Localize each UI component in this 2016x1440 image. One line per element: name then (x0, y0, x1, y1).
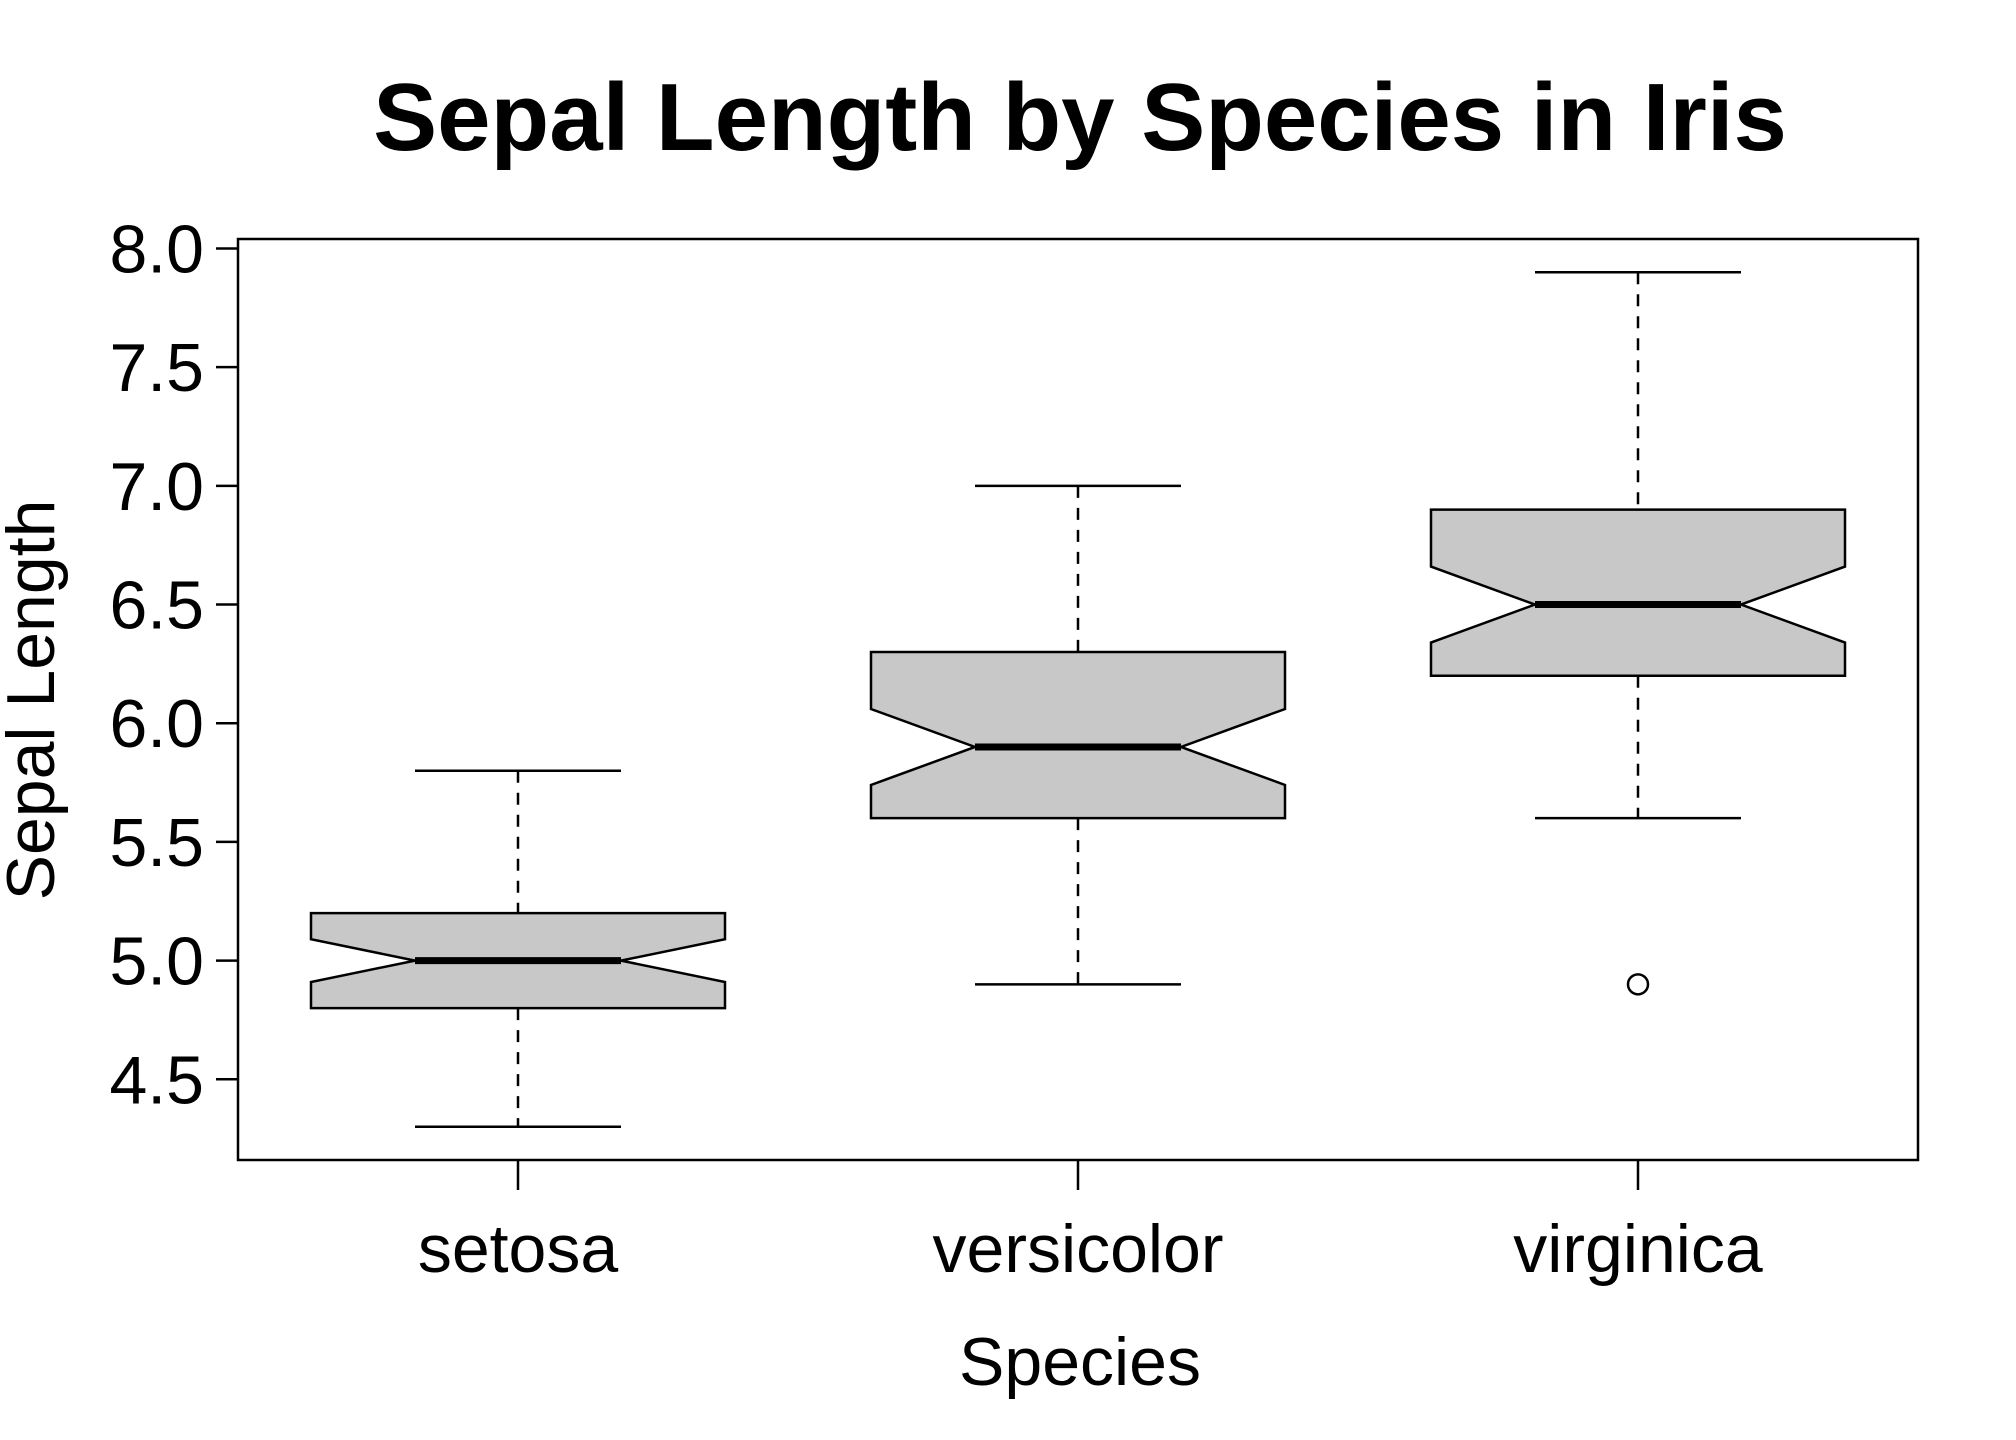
x-axis-tick-label-setosa: setosa (418, 1211, 619, 1287)
y-axis-tick-label: 5.5 (109, 805, 204, 881)
y-axis-tick-label: 6.0 (109, 686, 204, 762)
y-axis-tick-label: 7.0 (109, 449, 204, 525)
y-axis-label: Sepal Length (0, 500, 69, 901)
y-axis-tick-label: 7.5 (109, 330, 204, 406)
x-axis-label: Species (959, 1324, 1201, 1400)
plot-area: 4.5 5.0 5.5 6.0 6.5 7.0 7.5 8.0 setosa versicolor… (109, 211, 1920, 1287)
y-axis-tick-label: 6.5 (109, 568, 204, 644)
outlier-point-virginica (1626, 973, 1650, 996)
box-virginica (1429, 508, 1847, 678)
x-axis-tick-label-versicolor: versicolor (933, 1211, 1224, 1287)
box-versicolor (869, 650, 1287, 820)
chart-title: Sepal Length by Species in Iris (373, 64, 1787, 171)
y-axis-tick-label: 5.0 (109, 924, 204, 1000)
y-axis-tick-label: 4.5 (109, 1042, 204, 1118)
y-axis-tick-label: 8.0 (109, 211, 204, 287)
x-axis-tick-label-virginica: virginica (1513, 1211, 1763, 1287)
